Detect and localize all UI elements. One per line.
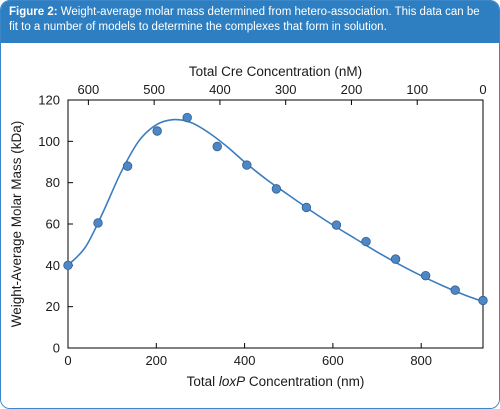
- y-tick-label: 60: [46, 217, 60, 232]
- figure-caption: Figure 2: Weight-average molar mass dete…: [1, 1, 499, 43]
- data-point: [122, 161, 133, 171]
- data-point: [390, 254, 401, 264]
- figure-label: Figure 2:: [9, 6, 58, 18]
- caption-text: Weight-average molar mass determined fro…: [9, 6, 480, 33]
- x-axis-title-part: Concentration (nm): [245, 374, 364, 389]
- x-tick-label: 400: [234, 353, 256, 368]
- data-point: [331, 220, 342, 230]
- x-tick-label: 800: [410, 353, 432, 368]
- x2-tick-label: 100: [406, 82, 428, 97]
- x-tick-label: 0: [64, 353, 71, 368]
- x-tick-label: 600: [322, 353, 344, 368]
- data-point: [242, 160, 252, 170]
- data-point: [212, 141, 222, 152]
- y-tick-label: 20: [46, 299, 60, 314]
- molar-mass-chart: 0 200 400 600 800 0 20 40 60 80 100 120 600 500 400 300…: [9, 64, 488, 389]
- fit-curve: [67, 118, 484, 303]
- data-point: [63, 260, 73, 271]
- plot-frame: [67, 99, 484, 349]
- data-point: [182, 112, 192, 123]
- x2-tick-label: 500: [143, 82, 165, 97]
- y-axis-title: Weight-Average Molar Mass (kDa): [9, 121, 24, 328]
- x2-axis-title: Total Cre Concentration (nM): [189, 64, 362, 79]
- x2-tick-label: 0: [479, 82, 486, 97]
- plot-area: 0 200 400 600 800 0 20 40 60 80 100 120 600 500 400 300…: [1, 43, 499, 408]
- x2-tick-label: 200: [341, 82, 363, 97]
- y-tick-label: 120: [38, 93, 60, 108]
- data-point: [361, 236, 371, 247]
- x2-tick-label: 400: [209, 82, 231, 97]
- data-point: [478, 295, 488, 306]
- data-point: [271, 184, 282, 194]
- x2-tick-label: 300: [275, 82, 297, 97]
- x2-tick-label: 600: [78, 82, 100, 97]
- x-axis-title: Total loxP Concentration (nm): [187, 374, 365, 389]
- data-point: [152, 126, 162, 136]
- y-tick-label: 80: [46, 175, 60, 190]
- data-point: [301, 202, 312, 213]
- y-tick-label: 40: [46, 258, 60, 273]
- data-point: [450, 285, 460, 295]
- x-axis-title-part: Total: [187, 374, 219, 389]
- y-tick-label: 100: [38, 134, 60, 149]
- y-tick-label: 0: [53, 341, 60, 356]
- x-tick-label: 200: [145, 353, 167, 368]
- x-axis-title-part: loxP: [219, 374, 245, 389]
- data-point: [93, 218, 103, 228]
- data-point: [420, 270, 431, 281]
